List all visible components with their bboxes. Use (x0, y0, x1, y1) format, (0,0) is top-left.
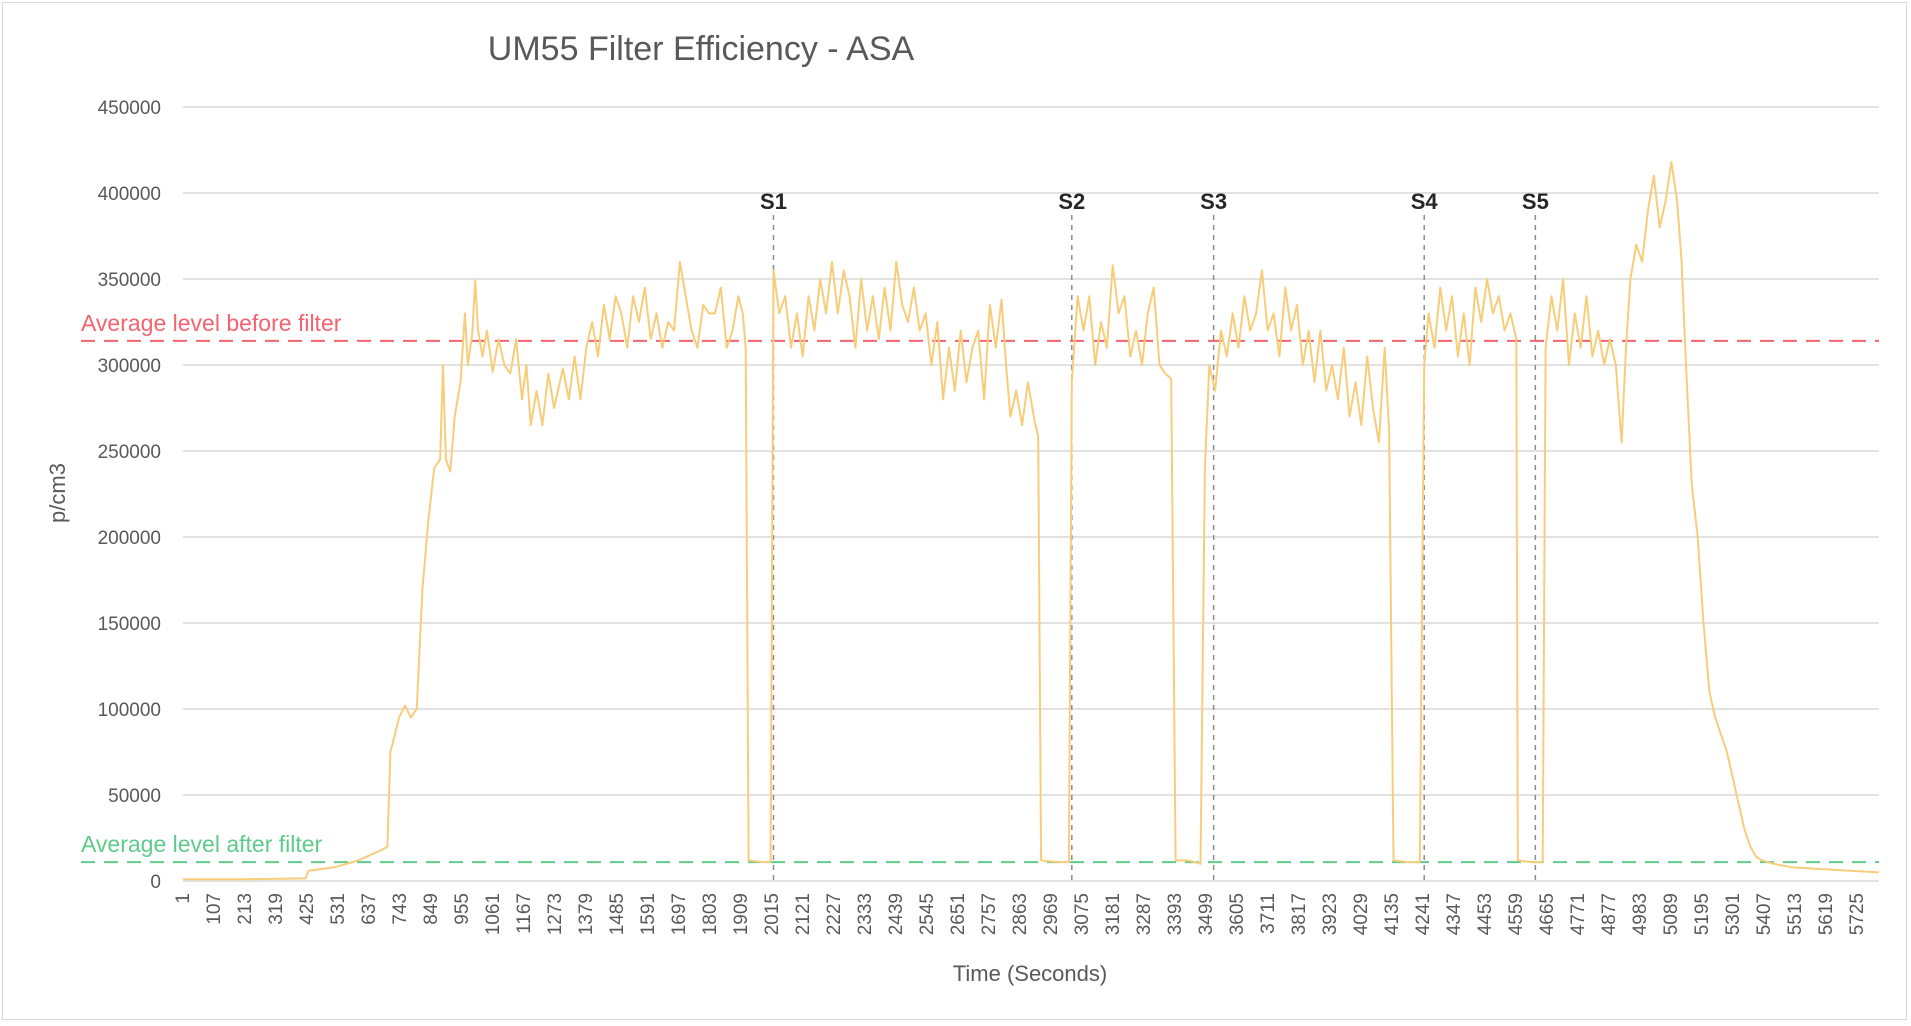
x-tick-label: 2439 (886, 893, 907, 935)
reference-lines: Average level before filter Average level… (81, 310, 1879, 864)
x-tick-label: 2227 (824, 893, 845, 935)
x-tick-label: 107 (204, 893, 225, 925)
x-tick-label: 3605 (1227, 893, 1248, 935)
x-tick-label: 319 (266, 893, 287, 925)
x-tick-label: 3287 (1134, 893, 1155, 935)
x-tick-label: 425 (297, 893, 318, 925)
x-tick-label: 2545 (917, 893, 938, 935)
x-tick-label: 213 (235, 893, 256, 925)
reference-line-label: Average level before filter (81, 310, 342, 336)
x-axis-title: Time (Seconds) (953, 961, 1107, 986)
y-axis-title: p/cm3 (45, 463, 70, 523)
x-tick-label: 743 (390, 893, 411, 925)
x-tick-label: 849 (421, 893, 442, 925)
x-tick-label: 1061 (483, 893, 504, 935)
x-tick-label: 531 (328, 893, 349, 925)
y-tick-label: 100000 (98, 700, 161, 721)
marker-label: S3 (1200, 189, 1227, 214)
x-tick-label: 1803 (700, 893, 721, 935)
x-tick-label: 5725 (1847, 893, 1868, 935)
session-markers: S1 S2 S3 S4 S5 (760, 189, 1549, 881)
x-tick-label: 2651 (948, 893, 969, 935)
marker-label: S4 (1411, 189, 1439, 214)
y-tick-label: 0 (150, 872, 161, 893)
x-tick-label: 1167 (514, 893, 535, 934)
x-tick-label: 4241 (1413, 893, 1434, 935)
x-tick-label: 3181 (1103, 893, 1124, 935)
x-tick-label: 1485 (607, 893, 628, 935)
x-tick-label: 3075 (1072, 893, 1093, 935)
x-tick-label: 1273 (545, 893, 566, 935)
x-tick-label: 5089 (1661, 893, 1682, 935)
x-tick-label: 4135 (1382, 893, 1403, 935)
x-tick-label: 1 (173, 893, 194, 904)
x-tick-label: 3711 (1258, 893, 1279, 934)
y-tick-label: 300000 (98, 356, 161, 377)
y-tick-label: 250000 (98, 442, 161, 463)
chart-title: UM55 Filter Efficiency - ASA (488, 30, 915, 68)
x-tick-label: 3393 (1165, 893, 1186, 935)
x-tick-label: 3923 (1320, 893, 1341, 935)
x-axis-ticks: 1 107 213 319 425 531 637 743 849 955 1061 1167 1273… (173, 893, 1868, 935)
x-tick-label: 5513 (1785, 893, 1806, 935)
x-tick-label: 4665 (1537, 893, 1558, 935)
x-tick-label: 2969 (1041, 893, 1062, 935)
gridlines (183, 106, 1879, 882)
x-tick-label: 3817 (1289, 893, 1310, 935)
series-layer (183, 161, 1880, 881)
y-tick-label: 450000 (98, 98, 161, 119)
y-tick-label: 400000 (98, 184, 161, 205)
x-tick-label: 4559 (1506, 893, 1527, 935)
y-tick-label: 50000 (108, 786, 161, 807)
x-tick-label: 3499 (1196, 893, 1217, 935)
x-tick-label: 2333 (855, 893, 876, 935)
y-axis-ticks: 0 50000 100000 150000 200000 250000 300000 3500… (98, 98, 161, 893)
x-tick-label: 2015 (762, 893, 783, 935)
series-line (183, 161, 1880, 881)
x-tick-label: 4347 (1444, 893, 1465, 935)
x-tick-label: 5301 (1723, 893, 1744, 935)
y-tick-label: 150000 (98, 614, 161, 635)
marker-label: S5 (1522, 189, 1549, 214)
x-tick-label: 2863 (1010, 893, 1031, 935)
reference-line-label: Average level after filter (81, 831, 323, 857)
x-tick-label: 5619 (1816, 893, 1837, 935)
x-tick-label: 4983 (1630, 893, 1651, 935)
x-tick-label: 2121 (793, 893, 814, 935)
x-tick-label: 5407 (1754, 893, 1775, 935)
x-tick-label: 4771 (1568, 893, 1589, 935)
x-tick-label: 4877 (1599, 893, 1620, 935)
x-tick-label: 5195 (1692, 893, 1713, 935)
x-tick-label: 1379 (576, 893, 597, 935)
x-tick-label: 1697 (669, 893, 690, 935)
y-tick-label: 200000 (98, 528, 161, 549)
marker-label: S1 (760, 189, 787, 214)
line-chart: UM55 Filter Efficiency - ASA 0 50000 10000… (45, 30, 1880, 986)
x-tick-label: 4453 (1475, 893, 1496, 935)
x-tick-label: 4029 (1351, 893, 1372, 935)
marker-label: S2 (1058, 189, 1085, 214)
x-tick-label: 1909 (731, 893, 752, 935)
x-tick-label: 2757 (979, 893, 1000, 935)
x-tick-label: 1591 (638, 893, 659, 935)
x-tick-label: 955 (452, 893, 473, 925)
y-tick-label: 350000 (98, 270, 161, 291)
x-tick-label: 637 (359, 893, 380, 925)
